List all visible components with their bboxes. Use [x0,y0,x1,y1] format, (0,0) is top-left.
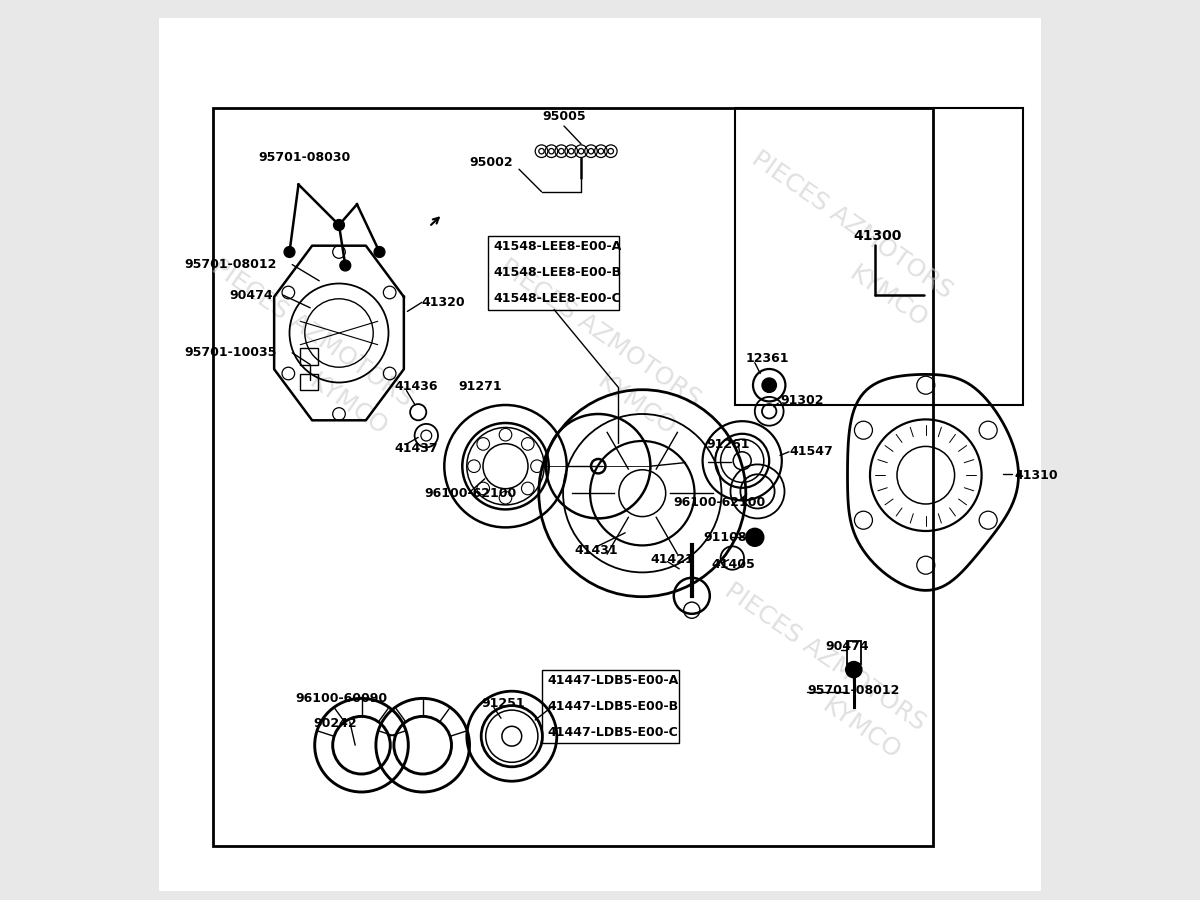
Text: 95005: 95005 [542,111,586,123]
Circle shape [284,247,295,257]
Text: 41447-LDB5-E00-B: 41447-LDB5-E00-B [547,700,679,713]
Text: KYMCO: KYMCO [845,262,931,332]
Text: 95701-08030: 95701-08030 [258,151,350,164]
Text: PIECES AZMOTORS: PIECES AZMOTORS [208,255,416,411]
Text: 41548-LEE8-E00-B: 41548-LEE8-E00-B [494,266,622,279]
Text: 90474: 90474 [229,289,272,302]
Text: 41405: 41405 [712,558,755,571]
Text: PIECES AZMOTORS: PIECES AZMOTORS [748,147,956,303]
Text: KYMCO: KYMCO [305,370,391,440]
Circle shape [374,247,385,257]
Text: 41320: 41320 [422,296,466,309]
Bar [300,374,318,390]
Text: KYMCO: KYMCO [593,370,679,440]
Text: 41421: 41421 [650,554,694,566]
Text: 12361: 12361 [746,352,790,365]
Text: 91302: 91302 [780,394,823,407]
Text: 41547: 41547 [790,446,833,458]
Text: 41436: 41436 [395,381,438,393]
Text: 96100-60090: 96100-60090 [296,692,388,705]
Text: 41437: 41437 [395,442,438,454]
Text: 91251: 91251 [481,698,524,710]
Text: KYMCO: KYMCO [817,694,905,764]
Bar [214,108,934,846]
Bar [488,236,619,310]
Text: PIECES AZMOTORS: PIECES AZMOTORS [720,579,930,735]
Text: 91261: 91261 [706,438,750,451]
Text: 95701-08012: 95701-08012 [185,258,276,271]
Text: 90242: 90242 [313,717,358,730]
Text: 41548-LEE8-E00-C: 41548-LEE8-E00-C [494,292,622,305]
Text: 41431: 41431 [575,544,618,557]
Text: 41548-LEE8-E00-A: 41548-LEE8-E00-A [494,240,622,253]
Bar [300,348,318,364]
Circle shape [746,528,764,546]
Bar [734,108,1022,405]
Text: 96100-62100: 96100-62100 [425,487,517,500]
Text: 95002: 95002 [469,156,514,168]
Text: 41310: 41310 [1014,469,1057,482]
Text: 41447-LDB5-E00-C: 41447-LDB5-E00-C [547,726,678,739]
Bar [847,641,862,664]
Text: 90474: 90474 [826,640,869,652]
FancyBboxPatch shape [158,18,1042,891]
Circle shape [340,260,350,271]
Circle shape [334,220,344,230]
Text: 91108: 91108 [703,531,746,544]
Bar [542,670,679,743]
Text: 91271: 91271 [458,381,503,393]
Text: 95701-10035: 95701-10035 [185,346,276,359]
Text: 41300: 41300 [854,229,902,243]
Circle shape [762,378,776,392]
Text: 96100-62100: 96100-62100 [674,496,766,508]
Text: 95701-08012: 95701-08012 [808,684,899,697]
Circle shape [846,662,862,678]
Text: 41447-LDB5-E00-A: 41447-LDB5-E00-A [547,674,679,687]
Text: PIECES AZMOTORS: PIECES AZMOTORS [496,255,704,411]
